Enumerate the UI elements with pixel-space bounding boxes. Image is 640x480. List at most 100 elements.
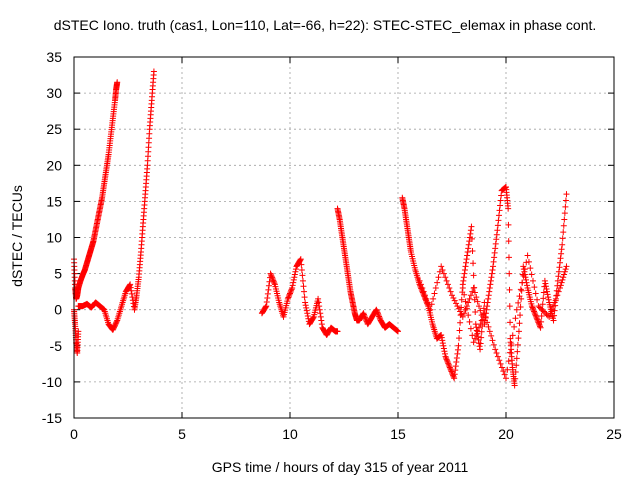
data-point: [423, 295, 430, 302]
data-point: [299, 277, 306, 284]
data-point: [470, 260, 477, 267]
data-point: [443, 277, 450, 284]
data-point: [486, 285, 493, 292]
data-point: [290, 279, 297, 286]
data-point: [490, 263, 497, 270]
data-point: [505, 254, 512, 261]
data-point: [419, 285, 426, 292]
data-point: [505, 205, 512, 212]
y-tick-label: -5: [50, 338, 63, 354]
data-point: [435, 274, 442, 281]
data-point: [362, 314, 369, 321]
data-point: [497, 360, 504, 367]
data-point: [551, 307, 558, 314]
data-point: [487, 281, 494, 288]
tick-labels: 0 5 10 15 20 25 -15 -10 -5 0 5 10 15 20 25 30 35: [42, 49, 622, 442]
data-point: [531, 284, 538, 291]
data-point: [447, 288, 454, 295]
data-point: [467, 292, 474, 299]
data-point: [460, 274, 467, 281]
data-point: [286, 291, 293, 298]
data-point: [490, 341, 497, 348]
data-point: [285, 293, 292, 300]
data-point: [440, 345, 447, 352]
data-point: [268, 273, 275, 280]
data-point: [292, 268, 299, 275]
y-tick-label: 15: [46, 193, 62, 209]
data-point: [473, 294, 480, 301]
data-point: [541, 277, 548, 284]
data-point: [269, 274, 276, 281]
y-tick-label: 10: [46, 230, 62, 246]
data-point: [521, 266, 528, 273]
data-point: [263, 299, 270, 306]
data-point: [444, 281, 451, 288]
data-point: [264, 290, 271, 297]
data-point: [438, 331, 445, 338]
data-point: [551, 312, 558, 319]
data-point: [440, 342, 447, 349]
data-point: [420, 288, 427, 295]
x-tick-label: 5: [178, 426, 186, 442]
data-point: [270, 278, 277, 285]
data-point: [536, 304, 543, 311]
data-point: [501, 371, 508, 378]
y-tick-label: 30: [46, 85, 62, 101]
data-point: [552, 295, 559, 302]
data-point: [360, 310, 367, 317]
data-point: [128, 287, 135, 294]
data-point: [492, 245, 499, 252]
data-point: [376, 314, 383, 321]
data-point: [449, 292, 455, 299]
data-point: [531, 309, 538, 316]
data-point: [464, 248, 471, 255]
data-point: [485, 292, 492, 299]
data-point: [316, 306, 323, 313]
data-point: [446, 363, 453, 370]
data-point: [550, 317, 557, 324]
data-point: [471, 335, 478, 342]
data-point: [533, 313, 540, 320]
data-point: [466, 318, 473, 325]
data-point: [563, 263, 570, 270]
data-point: [508, 340, 515, 347]
data-point: [524, 282, 531, 289]
data-point: [494, 353, 501, 360]
data-point: [480, 313, 487, 320]
data-point: [496, 357, 503, 364]
data-point: [557, 255, 564, 262]
data-point: [509, 332, 516, 339]
data-point: [539, 307, 546, 314]
data-point: [480, 305, 487, 312]
series-arc6: [416, 183, 570, 389]
data-point: [459, 285, 466, 292]
data-point: [477, 321, 484, 328]
data-point: [114, 79, 121, 86]
data-point: [424, 299, 431, 306]
data-point: [519, 279, 526, 286]
data-point: [542, 283, 549, 290]
x-tick-label: 0: [70, 426, 78, 442]
data-point: [506, 286, 513, 293]
data-point: [439, 340, 446, 347]
data-point: [469, 248, 476, 255]
data-point: [360, 311, 367, 318]
data-point: [477, 346, 484, 353]
data-point: [545, 294, 552, 301]
data-point: [451, 297, 458, 304]
data-point: [466, 295, 473, 302]
data-point: [438, 334, 445, 341]
data-point: [532, 311, 539, 318]
data-point: [304, 310, 311, 317]
data-point: [128, 290, 135, 297]
data-point: [537, 324, 544, 331]
data-point: [263, 303, 270, 310]
data-point: [462, 306, 469, 313]
data-point: [317, 313, 324, 320]
data-point: [302, 299, 309, 306]
data-point: [302, 302, 309, 309]
data-point: [375, 312, 382, 319]
data-point: [543, 285, 550, 292]
data-point: [468, 235, 475, 242]
